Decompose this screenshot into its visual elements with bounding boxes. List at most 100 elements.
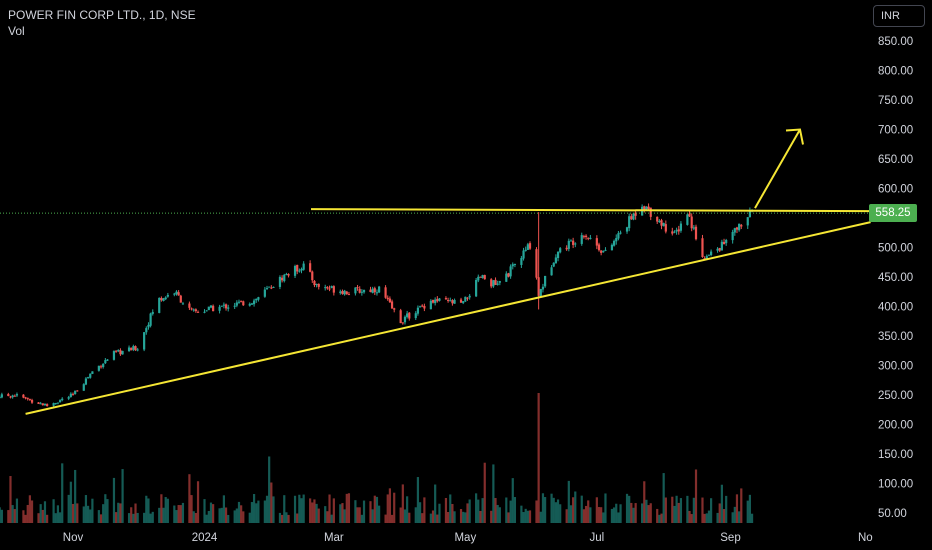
- volume-bar: [345, 493, 348, 523]
- candle-body: [173, 293, 176, 295]
- volume-bar: [149, 513, 152, 523]
- volume-bar: [268, 456, 271, 523]
- candle-body: [104, 360, 107, 364]
- candle-body: [716, 248, 719, 251]
- volume-bar: [265, 495, 269, 523]
- volume-bar: [220, 507, 223, 523]
- candle-body: [707, 254, 711, 256]
- y-tick-label: 400.00: [878, 302, 913, 314]
- candle-body: [58, 400, 62, 403]
- volume-bar: [595, 497, 598, 523]
- volume-bar: [99, 514, 103, 523]
- candlesticks: [0, 203, 754, 408]
- volume-bar: [552, 497, 555, 523]
- candle-body: [263, 289, 266, 297]
- candle-body: [423, 306, 426, 309]
- candle-body: [589, 237, 592, 240]
- volume-bar: [91, 498, 94, 523]
- candle-body: [132, 346, 135, 350]
- volume-bar: [233, 510, 236, 523]
- y-tick-label: 750.00: [878, 95, 913, 107]
- volume-bar: [677, 502, 680, 523]
- candle-body: [192, 309, 195, 311]
- candle-body: [738, 223, 741, 231]
- candle-body: [130, 347, 133, 351]
- candle-body: [11, 395, 14, 398]
- volume-indicator-label[interactable]: Vol: [8, 24, 25, 38]
- volume-bar: [451, 503, 454, 523]
- volume-bar: [494, 498, 497, 523]
- candle-body: [528, 243, 532, 249]
- volume-bar: [227, 514, 230, 523]
- candle-body: [686, 214, 689, 225]
- time-axis[interactable]: Nov 2024 Mar May Jul Sep No: [63, 532, 873, 544]
- volume-bar: [218, 508, 221, 523]
- candle-body: [233, 305, 236, 307]
- volume-bar: [444, 497, 448, 523]
- volume-bar: [136, 512, 139, 523]
- resistance-line[interactable]: [310, 208, 871, 213]
- volume-bar: [694, 469, 698, 523]
- volume-bar: [692, 497, 695, 523]
- candle-body: [418, 306, 422, 308]
- volume-bar: [584, 505, 588, 523]
- candle-body: [240, 300, 243, 302]
- candle-body: [265, 288, 269, 290]
- candle-body: [220, 305, 223, 307]
- rising-trendline[interactable]: [25, 221, 871, 415]
- volume-bar: [375, 496, 379, 523]
- volume-bar: [490, 510, 493, 523]
- candle-body: [595, 238, 598, 246]
- candle-body: [86, 377, 90, 379]
- candle-body: [9, 396, 12, 398]
- volume-bar: [475, 493, 478, 523]
- candle-body: [119, 350, 122, 355]
- volume-bar: [76, 503, 79, 523]
- volume-bar: [285, 512, 288, 523]
- volume-bar: [281, 514, 284, 523]
- candle-body: [384, 287, 387, 298]
- volume-bar: [559, 504, 562, 523]
- candle-body: [388, 298, 391, 303]
- candle-body: [89, 373, 92, 378]
- volume-bar: [112, 477, 116, 523]
- candle-body: [725, 239, 728, 244]
- volume-bar: [477, 499, 480, 523]
- candle-body: [677, 229, 680, 232]
- candle-body: [692, 227, 695, 229]
- volume-bar: [554, 502, 557, 523]
- candle-body: [416, 307, 420, 314]
- candle-body: [373, 288, 376, 293]
- volume-bar: [56, 505, 60, 523]
- chart-legend: POWER FIN CORP LTD., 1D, NSE Vol: [8, 7, 196, 39]
- candle-body: [203, 311, 206, 313]
- y-tick-label: 50.00: [878, 508, 907, 520]
- candle-body: [535, 249, 538, 278]
- volume-bar: [175, 510, 178, 523]
- volume-bar: [748, 494, 752, 523]
- volume-bar: [453, 511, 456, 523]
- volume-bar: [347, 493, 351, 523]
- price-axis[interactable]: 50.00 100.00 150.00 200.00 250.00 300.00 350.0…: [878, 36, 913, 520]
- candle-body: [645, 206, 648, 210]
- candle-body: [69, 393, 72, 397]
- candle-body: [386, 297, 389, 300]
- volume-bar: [565, 509, 568, 523]
- currency-button[interactable]: INR: [873, 5, 925, 27]
- candle-body: [255, 298, 258, 301]
- volume-bar: [416, 477, 420, 523]
- volume-bar: [293, 495, 297, 523]
- candle-body: [539, 289, 542, 297]
- y-tick-label: 300.00: [878, 361, 913, 373]
- candle-body: [175, 291, 178, 295]
- volume-bar: [235, 508, 238, 523]
- volume-bar: [399, 507, 402, 523]
- candle-body: [315, 284, 318, 286]
- volume-bar: [343, 509, 346, 523]
- breakout-arrow[interactable]: [754, 129, 801, 209]
- symbol-title[interactable]: POWER FIN CORP LTD., 1D, NSE: [8, 8, 196, 22]
- volume-bar: [632, 507, 635, 523]
- candle-body: [393, 308, 396, 310]
- volume-bar: [645, 499, 648, 523]
